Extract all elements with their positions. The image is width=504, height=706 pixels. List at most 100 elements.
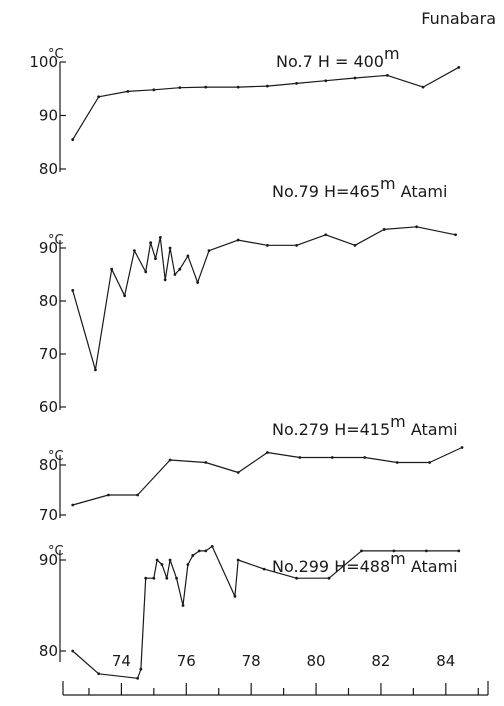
- panel-no299: No.299 H=488m Atami 80 90°C: [39, 544, 461, 680]
- data-point: [107, 493, 110, 497]
- panel-no79: No.79 H=465m Atami 60 70 80 90°C: [39, 174, 457, 416]
- data-point: [298, 456, 302, 459]
- well-name: No.7: [276, 52, 318, 71]
- data-point: [175, 576, 178, 580]
- x-tick-label: 82: [371, 652, 390, 670]
- data-point: [210, 544, 214, 548]
- data-point: [236, 558, 240, 562]
- panel-no279: No.279 H=415m Atami 70 80°C: [39, 412, 464, 524]
- depth-label: H = 400: [318, 52, 384, 71]
- data-point: [424, 549, 428, 553]
- data-point: [454, 233, 457, 237]
- y-tick-label: 80: [39, 642, 58, 660]
- panel-no7: No.7 H = 400m 80 90 100°C: [29, 44, 461, 178]
- data-point: [71, 649, 75, 653]
- x-tick-label: 76: [177, 652, 196, 670]
- y-unit-label: °C: [48, 544, 64, 559]
- data-point: [71, 138, 75, 141]
- data-point: [204, 85, 208, 89]
- panel-title: No.79 H=465m Atami: [272, 174, 447, 201]
- y-unit-label: °C: [48, 449, 64, 464]
- data-point: [144, 270, 148, 274]
- data-point: [236, 238, 240, 242]
- data-point: [265, 84, 269, 88]
- depth-label: H=415: [334, 420, 390, 439]
- data-point: [236, 85, 240, 89]
- data-point: [457, 549, 461, 553]
- data-point: [154, 257, 157, 260]
- x-tick-label: 84: [436, 652, 455, 670]
- data-point: [265, 451, 269, 454]
- y-tick-label: 90: [39, 239, 58, 257]
- panel-title: No.299 H=488m Atami: [272, 549, 458, 576]
- data-point: [94, 368, 97, 372]
- location-label: Atami: [406, 557, 458, 576]
- data-point: [160, 563, 164, 566]
- series-line: [72, 226, 456, 371]
- y-unit-label: °C: [48, 233, 64, 248]
- y-tick-label: 80: [39, 292, 58, 310]
- data-point: [295, 576, 298, 580]
- data-point: [295, 243, 298, 247]
- figure-label: Funabara: [421, 9, 496, 28]
- data-point: [152, 576, 156, 580]
- data-point: [152, 88, 156, 92]
- depth-unit: m: [390, 549, 406, 568]
- data-point: [327, 576, 331, 580]
- data-point: [330, 456, 334, 459]
- data-point: [168, 558, 172, 562]
- data-point: [353, 76, 357, 80]
- data-point: [181, 604, 185, 607]
- x-tick-label: 78: [242, 652, 261, 670]
- data-point: [204, 461, 208, 464]
- well-name: No.79: [272, 182, 324, 201]
- data-point: [132, 249, 136, 253]
- depth-unit: m: [390, 412, 406, 431]
- data-point: [97, 95, 101, 99]
- x-axis: 74 76 78 80 82 84: [62, 652, 489, 696]
- data-point: [186, 563, 190, 566]
- data-point: [71, 503, 75, 507]
- data-point: [415, 225, 419, 229]
- data-point: [163, 278, 167, 282]
- data-point: [178, 267, 182, 271]
- panel-title: No.279 H=415m Atami: [272, 412, 458, 439]
- data-point: [110, 267, 114, 271]
- data-point: [386, 73, 389, 77]
- data-point: [136, 676, 140, 680]
- location-label: Atami: [406, 420, 458, 439]
- y-unit-label: °C: [48, 47, 64, 62]
- data-point: [295, 82, 298, 85]
- data-point: [265, 243, 269, 247]
- data-point: [262, 567, 266, 571]
- y-tick-label: 80: [39, 456, 58, 474]
- data-point: [97, 672, 101, 676]
- data-point: [196, 281, 200, 284]
- data-point: [168, 458, 172, 462]
- data-point: [173, 273, 177, 276]
- data-point: [457, 65, 461, 69]
- data-point: [353, 243, 357, 247]
- data-point: [136, 493, 140, 497]
- y-tick-label: 60: [39, 398, 58, 416]
- data-point: [168, 246, 172, 250]
- y-tick-label: 70: [39, 506, 58, 524]
- data-point: [421, 85, 425, 89]
- data-point: [395, 461, 399, 464]
- y-tick-label: 90: [39, 551, 58, 569]
- depth-label: H=465: [324, 182, 380, 201]
- data-point: [382, 228, 386, 231]
- data-point: [126, 90, 130, 93]
- data-point: [149, 241, 152, 245]
- data-point: [324, 79, 328, 83]
- y-tick-label: 70: [39, 345, 58, 363]
- data-point: [460, 446, 464, 449]
- data-point: [123, 294, 127, 298]
- data-point: [144, 576, 148, 580]
- series-line: [72, 446, 463, 506]
- data-point: [191, 554, 195, 557]
- well-name: No.299: [272, 557, 334, 576]
- data-point: [71, 289, 75, 292]
